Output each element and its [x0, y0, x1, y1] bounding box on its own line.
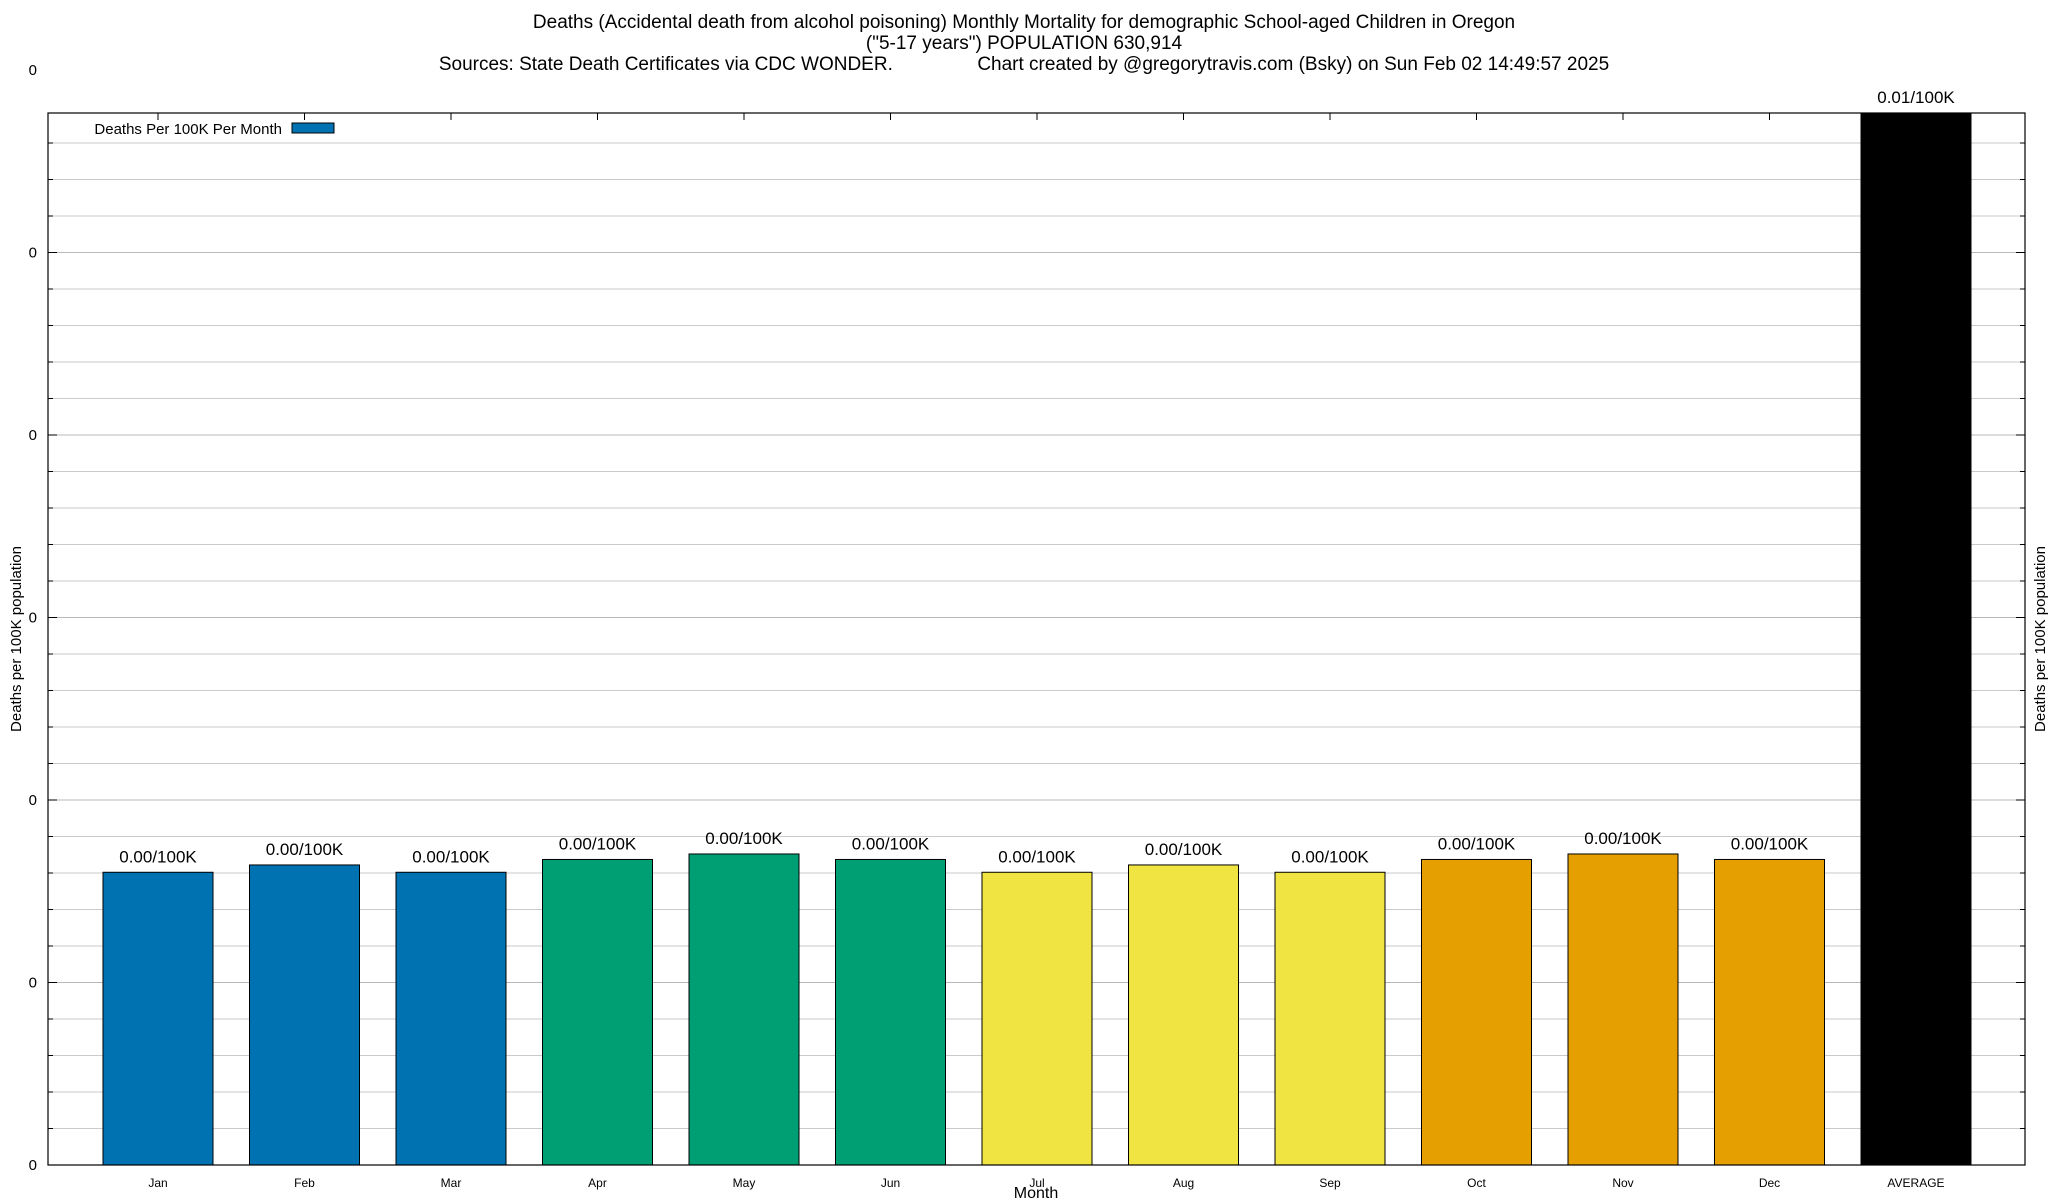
bar-mar	[395, 871, 507, 1166]
bar-jul	[981, 871, 1093, 1166]
data-label: 0.01/100K	[1877, 88, 1955, 107]
bar-nov	[1567, 853, 1679, 1166]
x-tick-label: Sep	[1319, 1176, 1341, 1190]
legend: Deaths Per 100K Per Month	[94, 121, 335, 138]
bar-may	[688, 853, 800, 1166]
y-tick-label: 0	[29, 792, 37, 809]
data-label: 0.00/100K	[852, 834, 930, 853]
data-label: 0.00/100K	[1438, 834, 1516, 853]
legend-swatch	[291, 122, 335, 134]
data-label: 0.00/100K	[998, 847, 1076, 866]
x-tick-label: Jun	[881, 1176, 900, 1190]
x-tick-label: Aug	[1173, 1176, 1194, 1190]
x-tick-label: Jan	[148, 1176, 167, 1190]
y-tick-labels: 0 0 0 0 0 0 0	[29, 62, 37, 1174]
data-labels: 0.00/100K 0.00/100K 0.00/100K 0.00/100K 0.00…	[119, 88, 1955, 866]
bar-oct	[1421, 858, 1532, 1166]
data-label: 0.00/100K	[119, 847, 197, 866]
x-tick-label: AVERAGE	[1887, 1176, 1944, 1190]
x-tick-label: Apr	[588, 1176, 607, 1190]
legend-label: Deaths Per 100K Per Month	[94, 121, 282, 138]
bar-feb	[249, 864, 360, 1166]
bar-aug	[1128, 864, 1239, 1166]
y-axis-label-right: Deaths per 100K population	[2032, 546, 2048, 732]
y-tick-label: 0	[29, 610, 37, 627]
x-tick-label: Oct	[1467, 1176, 1486, 1190]
x-axis-label: Month	[1014, 1185, 1058, 1200]
bar-jun	[835, 858, 946, 1166]
y-tick-label: 0	[29, 975, 37, 992]
data-label: 0.00/100K	[1291, 847, 1369, 866]
data-label: 0.00/100K	[1584, 829, 1662, 848]
data-label: 0.00/100K	[1145, 840, 1223, 859]
x-tick-label: Feb	[294, 1176, 315, 1190]
data-label: 0.00/100K	[559, 834, 637, 853]
bars	[102, 112, 1972, 1166]
data-label: 0.00/100K	[705, 829, 783, 848]
data-label: 0.00/100K	[266, 840, 344, 859]
bar-apr	[542, 858, 653, 1166]
chart-title: Deaths (Accidental death from alcohol po…	[532, 12, 1516, 33]
bar-jan	[102, 871, 214, 1166]
y-tick-label: 0	[29, 427, 37, 444]
x-tick-label: May	[733, 1176, 756, 1190]
x-tick-label: Mar	[441, 1176, 462, 1190]
x-tick-labels: Jan Feb Mar Apr May Jun Jul Aug Sep Oct Nov Dec AVER…	[148, 1176, 1944, 1190]
gridlines	[48, 142, 2025, 1129]
x-tick-label: Jul	[1029, 1176, 1044, 1190]
y-tick-label: 0	[29, 62, 37, 79]
x-tick-label: Dec	[1759, 1176, 1780, 1190]
chart-source-line: Sources: State Death Certificates via CD…	[438, 54, 1610, 75]
data-label: 0.00/100K	[412, 847, 490, 866]
chart-subtitle: ("5-17 years") POPULATION 630,914	[865, 33, 1183, 54]
bar-sep	[1274, 871, 1386, 1166]
x-tick-label: Nov	[1612, 1176, 1633, 1190]
y-axis-label: Deaths per 100K population	[8, 546, 25, 732]
y-tick-label: 0	[29, 245, 37, 262]
y-tick-label: 0	[29, 1157, 37, 1174]
data-label: 0.00/100K	[1731, 834, 1809, 853]
bar-average	[1860, 112, 1972, 1166]
plot-frame	[47, 112, 2026, 1166]
bar-dec	[1714, 858, 1825, 1166]
